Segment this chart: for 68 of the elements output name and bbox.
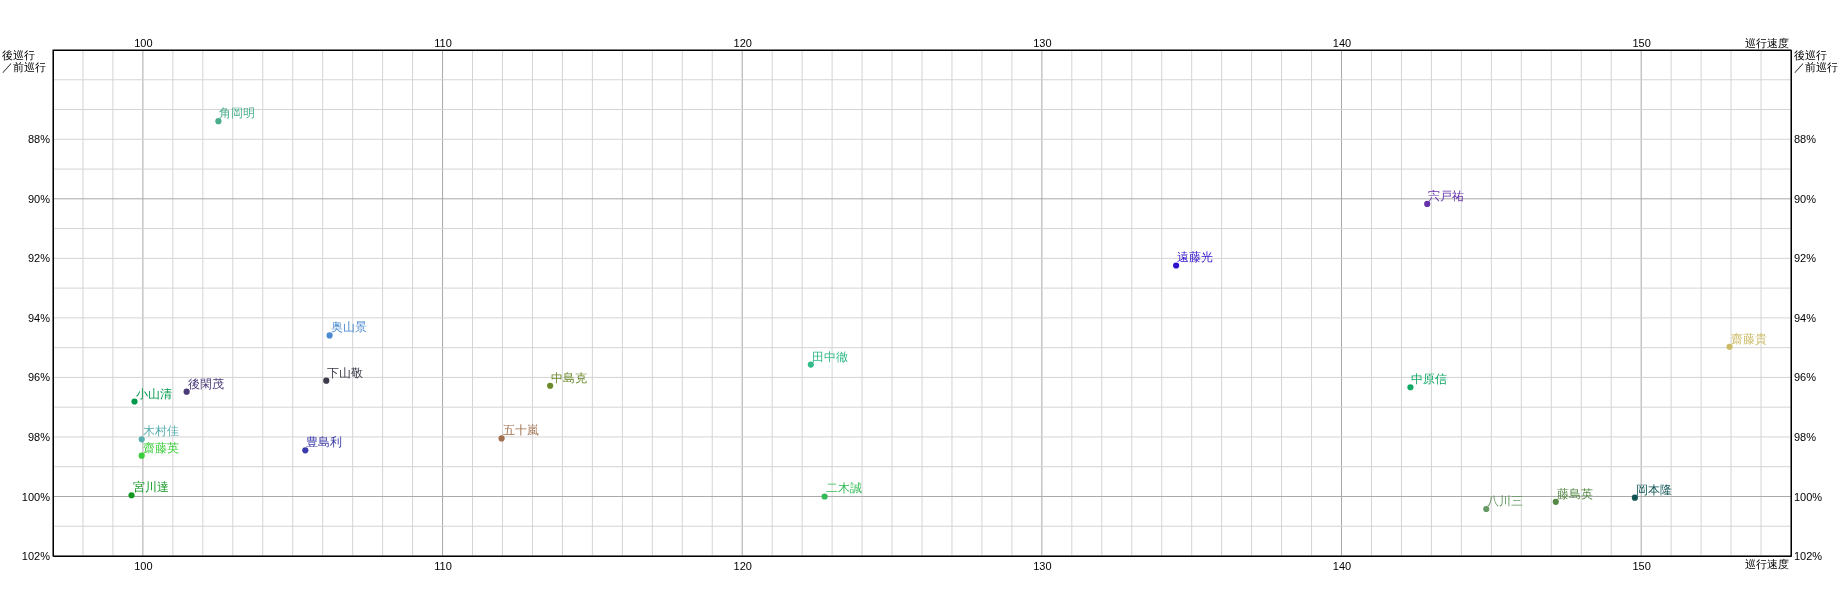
x-tick-label: 140 bbox=[1332, 37, 1352, 49]
series-label: 岡本隆 bbox=[1635, 482, 1672, 497]
y-tick-label: 100% bbox=[21, 490, 51, 503]
y2-tick-label: 100% bbox=[1794, 490, 1823, 503]
y2-tick-label: 102% bbox=[1794, 550, 1823, 563]
point bbox=[1173, 262, 1180, 269]
y2-tick-label: 90% bbox=[1794, 192, 1817, 205]
y-tick-label: 102% bbox=[21, 550, 51, 563]
x2-tick-label: 110 bbox=[434, 560, 452, 572]
y-tick-label: 96% bbox=[27, 371, 51, 384]
point bbox=[1552, 498, 1559, 505]
series-label: 五十嵐 bbox=[502, 423, 539, 438]
x2-tick-label: 150 bbox=[1632, 560, 1651, 572]
series-label: 木村佳 bbox=[142, 424, 179, 439]
y-axis-title: 後巡行／前巡行 bbox=[2, 49, 46, 75]
series-label: 遠藤光 bbox=[1177, 250, 1214, 265]
series-label: 田中徹 bbox=[811, 349, 848, 364]
y-tick-label: 88% bbox=[27, 133, 51, 146]
x-axis-title: 巡行速度 bbox=[1745, 558, 1789, 571]
x2-tick-label: 120 bbox=[733, 560, 752, 572]
point bbox=[807, 361, 814, 368]
y-tick-label: 98% bbox=[27, 430, 51, 443]
series-label: 藤島英 bbox=[1556, 486, 1593, 501]
y-tick-label: 92% bbox=[27, 252, 51, 265]
point bbox=[1631, 494, 1638, 501]
series-label: 中原信 bbox=[1411, 372, 1448, 387]
x-tick-label: 100 bbox=[134, 37, 153, 49]
point bbox=[215, 118, 222, 125]
series-label: 齋藤貴 bbox=[1730, 331, 1767, 346]
point bbox=[183, 388, 190, 395]
y2-tick-label: 94% bbox=[1794, 311, 1817, 324]
y-tick-label: 90% bbox=[27, 192, 51, 205]
point bbox=[1726, 343, 1733, 350]
point bbox=[128, 492, 135, 499]
x-tick-label: 130 bbox=[1033, 37, 1052, 49]
point bbox=[326, 332, 333, 339]
series-label: 後閑茂 bbox=[187, 376, 224, 391]
point bbox=[138, 436, 145, 443]
series-label: 奥山景 bbox=[330, 320, 367, 335]
y2-tick-label: 98% bbox=[1794, 430, 1817, 443]
point bbox=[302, 447, 309, 454]
y-tick-label: 94% bbox=[27, 311, 51, 324]
y2-axis-title: 後巡行／前巡行 bbox=[1794, 49, 1838, 75]
series-label: 宮川達 bbox=[132, 480, 169, 495]
x-tick-label: 150 bbox=[1632, 37, 1651, 49]
point bbox=[821, 493, 828, 500]
series-label: 中島克 bbox=[551, 370, 588, 385]
x-tick-label: 110 bbox=[434, 37, 452, 49]
point bbox=[138, 452, 145, 459]
series-label: 角岡明 bbox=[219, 106, 256, 121]
point bbox=[1407, 384, 1414, 391]
series-label: 齋藤英 bbox=[142, 440, 179, 455]
series-label: 二木誠 bbox=[825, 481, 862, 496]
y2-tick-label: 88% bbox=[1794, 133, 1817, 146]
y2-tick-label: 96% bbox=[1794, 371, 1817, 384]
x2-tick-label: 100 bbox=[134, 560, 153, 572]
series-label: 宍戸祐 bbox=[1428, 188, 1465, 203]
series-label: 豊島利 bbox=[306, 435, 343, 450]
x2-tick-label: 130 bbox=[1033, 560, 1052, 572]
point bbox=[498, 435, 505, 442]
x2-tick-label: 140 bbox=[1332, 560, 1352, 572]
x-tick-label: 120 bbox=[733, 37, 752, 49]
y2-tick-label: 92% bbox=[1794, 252, 1817, 265]
x2-axis-title: 巡行速度 bbox=[1745, 37, 1789, 50]
series-label: 小山清 bbox=[135, 386, 172, 401]
series-label: 八川三 bbox=[1487, 493, 1524, 508]
series-label: 下山敬 bbox=[327, 365, 364, 380]
point bbox=[131, 398, 138, 405]
